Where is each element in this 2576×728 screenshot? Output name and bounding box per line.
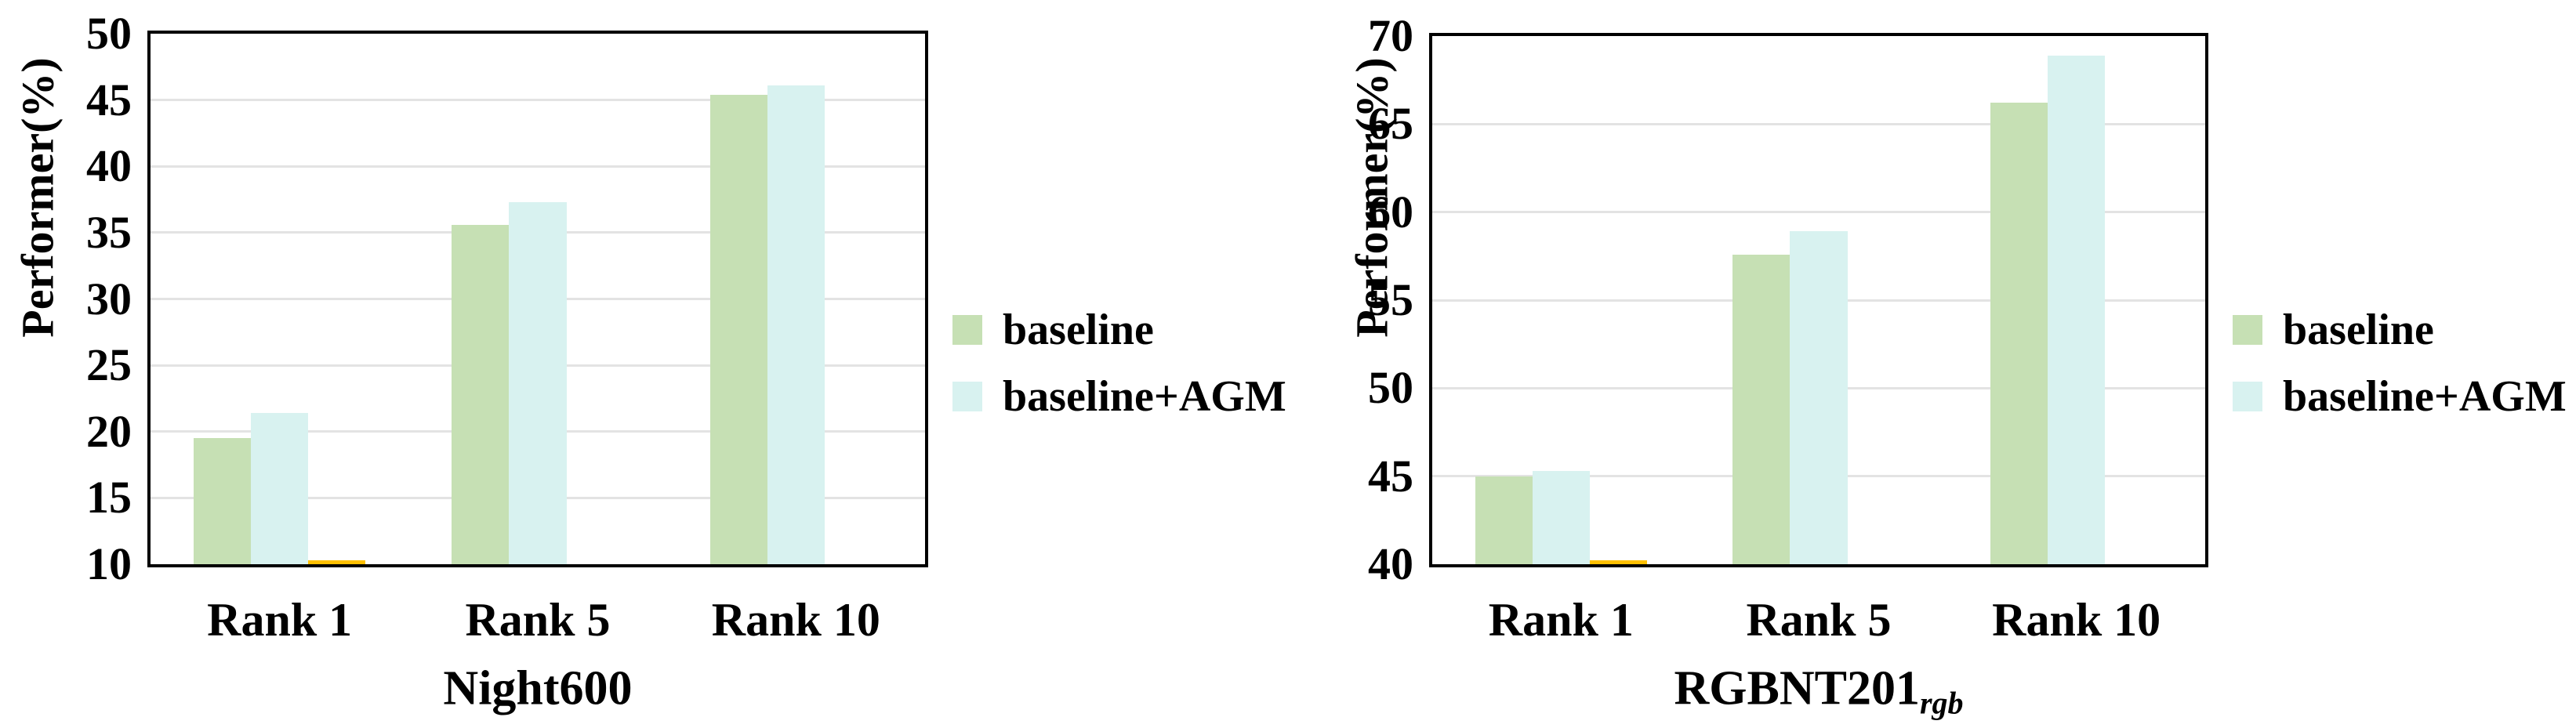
bar-baseline-rank-5 xyxy=(1732,254,1791,564)
x-tick-label: Rank 1 xyxy=(1488,594,1634,646)
chart-title: RGBNT201rgb xyxy=(1674,665,1963,728)
gridline xyxy=(151,99,925,102)
legend-label: baseline+AGM xyxy=(1003,372,1286,421)
y-tick-label: 25 xyxy=(86,339,132,391)
bar-baseline-rank-1 xyxy=(1475,476,1533,564)
y-tick-label: 55 xyxy=(1368,274,1413,325)
bar-baseline-rank-10 xyxy=(1990,103,2048,564)
bar-baseline-agm-rank-10 xyxy=(2048,55,2106,564)
y-tick-label: 65 xyxy=(1368,98,1413,150)
plot-area xyxy=(147,31,928,567)
gridline xyxy=(1432,122,2205,125)
y-tick-label: 60 xyxy=(1368,186,1413,237)
y-tick-label: 15 xyxy=(86,472,132,523)
bar-baseline-rank-1 xyxy=(193,438,252,564)
x-tick-label: Rank 10 xyxy=(1992,594,2161,646)
x-tick-label: Rank 1 xyxy=(207,594,353,646)
legend-label: baseline xyxy=(1003,306,1154,354)
y-tick-label: 45 xyxy=(1368,450,1413,502)
x-tick-label: Rank 10 xyxy=(711,594,880,646)
legend-item-baseline-agm: baseline+AGM xyxy=(2233,375,2567,418)
y-tick-label: 45 xyxy=(86,74,132,125)
y-tick-label: 50 xyxy=(1368,362,1413,414)
bar-baseline-agm-rank-5 xyxy=(509,201,567,564)
plot-area xyxy=(1429,33,2208,567)
chart-title-text: RGBNT201 xyxy=(1674,661,1920,715)
y-tick-label: 30 xyxy=(86,273,132,324)
bar-baseline-rank-5 xyxy=(452,224,510,564)
y-tick-label: 40 xyxy=(1368,538,1413,589)
y-tick-label: 50 xyxy=(86,8,132,59)
legend-item-baseline: baseline xyxy=(952,308,1154,352)
bar-baseline-agm-rank-10 xyxy=(767,85,825,564)
y-tick-label: 40 xyxy=(86,140,132,192)
legend-label: baseline+AGM xyxy=(2283,372,2567,421)
legend-item-baseline: baseline xyxy=(2233,308,2434,352)
y-tick-label: 20 xyxy=(86,405,132,457)
y-tick-label: 70 xyxy=(1368,10,1413,61)
bar-baseline-rank-10 xyxy=(709,94,767,564)
gridline xyxy=(151,165,925,168)
x-tick-label: Rank 5 xyxy=(1746,594,1892,646)
legend-swatch-baseline xyxy=(952,315,982,345)
y-tick-label: 10 xyxy=(86,538,132,589)
baseline-sliver-bar xyxy=(308,560,366,564)
y-tick-label: 35 xyxy=(86,206,132,258)
legend-swatch-baseline xyxy=(2233,315,2262,345)
bar-baseline-agm-rank-5 xyxy=(1790,231,1848,564)
chart-title: Night600 xyxy=(443,665,632,728)
bar-baseline-agm-rank-1 xyxy=(1532,470,1590,564)
bar-baseline-agm-rank-1 xyxy=(251,413,309,564)
chart-title-text: Night600 xyxy=(443,661,633,715)
legend-swatch-baseline-agm xyxy=(952,382,982,411)
x-tick-label: Rank 5 xyxy=(465,594,611,646)
baseline-sliver-bar xyxy=(1589,560,1647,564)
legend-swatch-baseline-agm xyxy=(2233,382,2262,411)
gridline xyxy=(1432,211,2205,214)
legend-item-baseline-agm: baseline+AGM xyxy=(952,375,1286,418)
legend-label: baseline xyxy=(2283,306,2434,354)
chart-title-subscript: rgb xyxy=(1919,685,1964,721)
